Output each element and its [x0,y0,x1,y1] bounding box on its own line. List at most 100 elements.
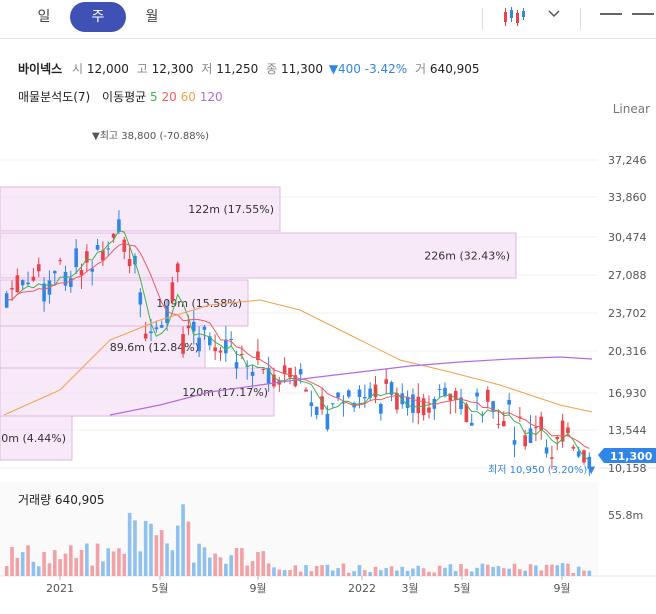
volume-bar [191,562,196,576]
candle-body [69,278,73,287]
volume-profile-bar [0,415,73,461]
y-tick-label: 16,930 [608,387,647,400]
volume-bar [186,521,191,576]
candle-body [20,280,25,286]
candle-body [58,260,62,262]
volume-profile-label: 226m (32.43%) [424,250,510,263]
candle-body [127,259,132,267]
candle-body [79,270,84,276]
candle-body [507,399,511,405]
volume-bar [587,570,592,576]
candle-body [101,250,105,261]
volume-bar [90,565,94,576]
candle-body [566,427,570,434]
candle-body [411,394,415,413]
volume-bar [288,570,292,576]
volume-bar [485,564,490,576]
volume-profile-bar [0,367,275,417]
candle-body [427,407,431,413]
volume-bar [245,565,250,576]
volume-bar [491,566,495,576]
high-label: 고 [136,62,148,76]
volume-bar [127,512,132,576]
volume-bar [314,565,319,576]
x-tick-label: 5월 [453,582,470,595]
volume-bar [208,557,212,576]
y-tick-label: 23,702 [608,307,647,320]
candle-body [256,351,260,361]
candle-body [85,251,89,263]
volume-profile-label: 89.6m (12.84%) [110,341,199,354]
candle-body [90,268,94,272]
y-tick-label: 33,860 [608,191,647,204]
x-tick-label: 2021 [46,582,74,595]
volume-bar [69,545,73,576]
volume-bar [26,545,30,576]
low-label: 저 [201,62,213,76]
candle-body [587,456,592,469]
volume-bar [202,547,207,576]
candle-body [485,389,490,402]
line-tool-icon-2[interactable] [632,8,654,20]
y-tick-label: 30,474 [608,231,647,244]
volume-bar [550,564,554,576]
quote-summary: 바이넥스 시 12,000 고 12,300 저 11,250 종 11,300… [18,60,480,77]
candle-body [453,391,458,400]
candle-body [15,275,20,293]
candle-body [560,420,565,442]
ma120-legend: 120 [199,90,223,104]
volume-bar [330,570,335,576]
tab-day[interactable]: 일 [37,9,51,25]
x-tick-label: 9월 [249,582,266,595]
candle-body [384,379,388,384]
volume-bar [272,567,276,576]
volume-bar [282,570,287,576]
volume-bar [117,548,121,576]
ma60-legend: 60 [180,90,196,104]
candle-chart-icon[interactable] [500,4,530,30]
candle-body [443,387,447,397]
volume-bar [15,557,20,576]
ma120-line [109,356,593,416]
ma-label[interactable]: 이동평균 [102,90,147,104]
close-value: 11,300 [280,62,323,76]
y-tick-label: 37,246 [608,154,647,167]
candle-body [518,416,522,418]
volume-bar [101,561,105,576]
candle-body [159,325,164,328]
volume-bar [512,563,517,576]
volume-bar [502,568,506,576]
candle-body [432,398,437,409]
volume-bar [373,566,378,576]
volume-bar [368,572,372,576]
x-tick-label: 2022 [348,582,376,595]
tab-month[interactable]: 월 [145,9,159,25]
candle-body [250,371,255,376]
scale-toggle[interactable]: Linear [612,102,650,116]
volume-bar [79,549,84,576]
volume-bar [448,564,453,576]
volume-bar [154,535,159,576]
candle-body [357,389,362,397]
volume-bar [52,550,57,576]
volume-profile-label[interactable]: 매물분석도(7) [18,90,91,104]
candle-body [175,263,180,273]
close-label: 종 [266,62,278,76]
volume-bar [518,569,522,576]
volume-bar [175,525,180,576]
tab-week[interactable]: 주 [70,2,126,32]
volume-bar [31,561,36,576]
candle-body [346,390,351,397]
line-tool-icon[interactable] [600,8,622,20]
volume-panel-label: 거래량 640,905 [18,493,105,507]
candle-body [42,283,46,302]
candle-body [111,233,116,238]
candle-body [282,365,287,374]
volume-profile-label: 31.0m (4.44%) [0,432,66,445]
candle-body [266,368,271,384]
volume-bar [421,568,426,576]
volume-bar [293,565,298,576]
volume-bar [122,553,127,576]
volume-bar [234,547,239,576]
chevron-down-icon[interactable] [546,6,562,22]
